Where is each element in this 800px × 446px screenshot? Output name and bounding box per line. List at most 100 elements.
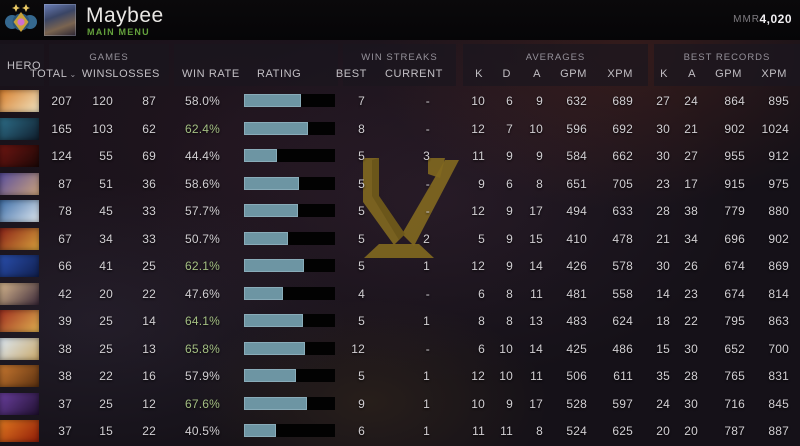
table-row[interactable]: 165 103 62 62.4% 8 - 12 7 10 596 692 30 … — [0, 115, 800, 143]
wins-value: 120 — [92, 94, 113, 108]
column-header-best-xpm[interactable]: XPM — [761, 68, 787, 80]
avg-gpm-value: 410 — [566, 231, 587, 246]
column-header-losses[interactable]: LOSSES — [112, 68, 160, 80]
column-header-win-rate[interactable]: WIN RATE — [182, 68, 240, 80]
table-row[interactable]: 37 25 12 67.6% 9 1 10 9 17 528 597 24 30… — [0, 390, 800, 418]
table-row[interactable]: 87 51 36 58.6% 5 - 9 6 8 651 705 23 17 9… — [0, 170, 800, 198]
best-kills-value: 35 — [656, 369, 670, 383]
avg-gpm-value: 494 — [566, 204, 587, 218]
hero-portrait[interactable] — [0, 117, 39, 140]
avg-kills-value: 11 — [472, 424, 485, 438]
rating-bar — [244, 121, 335, 135]
avg-xpm-value: 625 — [612, 424, 633, 438]
column-header-avg-xpm[interactable]: XPM — [607, 68, 633, 80]
table-row[interactable]: 66 41 25 62.1% 5 1 12 9 14 426 578 30 26… — [0, 252, 800, 280]
wins-value: 25 — [99, 341, 113, 356]
table-row[interactable]: 39 25 14 64.1% 5 1 8 8 13 483 624 18 22 … — [0, 307, 800, 335]
streak-current-value: 1 — [423, 396, 430, 411]
avg-assists-value: 15 — [529, 231, 543, 246]
player-name[interactable]: Maybee — [86, 4, 164, 27]
table-row[interactable]: 42 20 22 47.6% 4 - 6 8 11 481 558 14 23 … — [0, 280, 800, 308]
total-games-value: 37 — [58, 396, 72, 411]
streak-current-value: 1 — [423, 314, 430, 328]
column-header-best-gpm[interactable]: GPM — [715, 68, 742, 80]
avg-assists-value: 17 — [529, 204, 543, 218]
main-menu-label[interactable]: MAIN MENU — [87, 27, 150, 37]
rating-bar-fill — [244, 314, 304, 327]
rating-bar — [244, 369, 335, 382]
hero-portrait[interactable] — [0, 90, 39, 112]
column-header-avg-a[interactable]: A — [533, 68, 541, 80]
rating-bar-fill — [244, 149, 277, 162]
table-row[interactable]: 67 34 33 50.7% 5 2 5 9 15 410 478 21 34 … — [0, 225, 800, 253]
table-row[interactable]: 38 25 13 65.8% 12 - 6 10 14 425 486 15 3… — [0, 335, 800, 363]
hero-portrait[interactable] — [0, 200, 39, 222]
hero-portrait[interactable] — [0, 337, 39, 360]
header-panel-winrate — [174, 44, 338, 86]
rating-bar-fill — [244, 369, 296, 382]
sort-caret-icon: ⌄ — [69, 70, 77, 79]
mmr-label: MMR — [733, 14, 760, 25]
best-kills-value: 30 — [656, 121, 670, 136]
rating-bar — [244, 341, 335, 355]
avg-gpm-value: 528 — [566, 396, 587, 411]
avg-gpm-value: 483 — [566, 314, 587, 328]
column-header-best-k[interactable]: K — [660, 68, 668, 80]
avatar[interactable] — [44, 4, 76, 36]
avg-deaths-value: 9 — [506, 396, 513, 411]
avg-deaths-value: 8 — [506, 314, 513, 328]
win-rate-value: 65.8% — [184, 341, 220, 356]
hero-portrait[interactable] — [0, 392, 39, 415]
losses-value: 22 — [142, 424, 156, 438]
column-header-streak-current[interactable]: CURRENT — [385, 68, 443, 80]
column-header-avg-k[interactable]: K — [475, 68, 483, 80]
best-xpm-value: 700 — [768, 341, 789, 356]
table-row[interactable]: 207 120 87 58.0% 7 - 10 6 9 632 689 27 2… — [0, 87, 800, 115]
column-header-total[interactable]: TOTAL ⌄ — [30, 68, 77, 80]
hero-portrait[interactable] — [0, 145, 39, 167]
table-row[interactable]: 124 55 69 44.4% 5 3 11 9 9 584 662 30 27… — [0, 142, 800, 170]
best-kills-value: 15 — [656, 341, 670, 356]
streak-current-value: - — [425, 94, 430, 108]
total-games-value: 124 — [51, 149, 72, 163]
losses-value: 16 — [142, 369, 156, 383]
avg-kills-value: 10 — [471, 94, 485, 108]
hero-portrait[interactable] — [0, 172, 39, 195]
win-rate-value: 62.4% — [184, 121, 220, 136]
avg-kills-value: 12 — [471, 369, 485, 383]
win-rate-value: 62.1% — [184, 259, 220, 273]
avg-gpm-value: 584 — [566, 149, 587, 163]
column-header-best-a[interactable]: A — [688, 68, 696, 80]
avg-deaths-value: 7 — [506, 121, 513, 136]
column-header-streak-best[interactable]: BEST — [335, 68, 367, 80]
table-row[interactable]: 37 15 22 40.5% 6 1 11 11 8 524 625 20 20… — [0, 417, 800, 445]
column-header-wins[interactable]: WINS — [81, 68, 113, 80]
column-header-hero[interactable]: HERO — [7, 60, 42, 72]
best-gpm-value: 674 — [724, 259, 745, 273]
total-games-value: 207 — [51, 94, 72, 108]
hero-portrait[interactable] — [0, 227, 39, 250]
avg-xpm-value: 689 — [612, 94, 633, 108]
avg-assists-value: 14 — [529, 259, 543, 273]
streak-best-value: 5 — [358, 231, 365, 246]
hero-portrait[interactable] — [0, 310, 39, 332]
column-header-rating[interactable]: RATING — [257, 68, 302, 80]
best-xpm-value: 831 — [768, 369, 789, 383]
avg-kills-value: 6 — [478, 341, 485, 356]
rating-bar-fill — [244, 204, 298, 217]
table-row[interactable]: 78 45 33 57.7% 5 - 12 9 17 494 633 28 38… — [0, 197, 800, 225]
hero-portrait[interactable] — [0, 365, 39, 387]
hero-portrait[interactable] — [0, 282, 39, 305]
hero-portrait[interactable] — [0, 420, 39, 442]
total-games-value: 42 — [58, 286, 72, 301]
total-games-value: 67 — [58, 231, 72, 246]
table-row[interactable]: 38 22 16 57.9% 5 1 12 10 11 506 611 35 2… — [0, 362, 800, 390]
best-gpm-value: 795 — [724, 314, 745, 328]
win-rate-value: 57.7% — [184, 204, 220, 218]
best-gpm-value: 915 — [724, 176, 745, 191]
column-header-avg-gpm[interactable]: GPM — [560, 68, 587, 80]
hero-portrait[interactable] — [0, 255, 39, 277]
avg-xpm-value: 633 — [612, 204, 633, 218]
column-header-avg-d[interactable]: D — [502, 68, 511, 80]
best-gpm-value: 864 — [724, 94, 745, 108]
